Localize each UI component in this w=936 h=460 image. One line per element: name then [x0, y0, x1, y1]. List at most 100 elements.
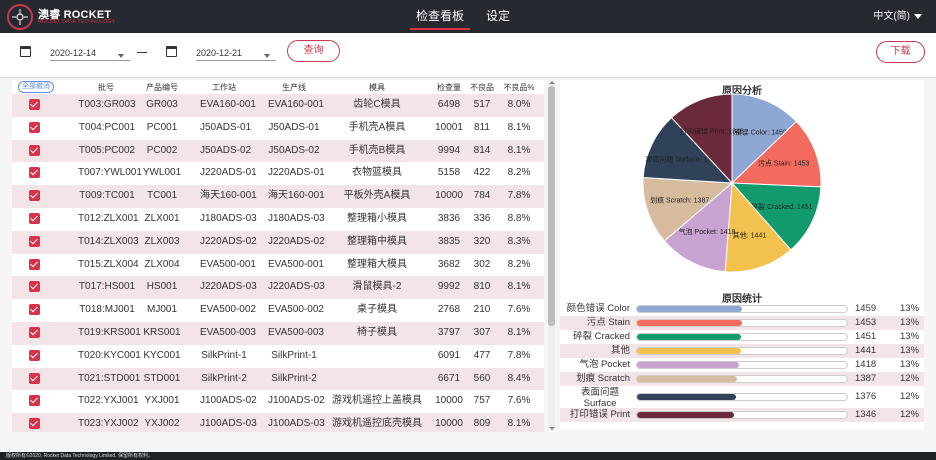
nav-dashboard-tab[interactable]: 检查看板 — [410, 0, 470, 33]
row-checkbox[interactable] — [29, 144, 40, 156]
header-defect-rate[interactable]: 不良品% — [503, 83, 535, 92]
stat-row: 污点 Stain 1453 13% — [560, 316, 924, 330]
table-cell: J180ADS-03 — [200, 212, 257, 224]
table-row[interactable]: T020:KYC001 KYC001 SilkPrint-1 SilkPrint-1 6… — [12, 344, 544, 368]
chevron-down-icon[interactable] — [264, 54, 270, 58]
table-cell: YXJ001 — [144, 395, 180, 407]
header-line[interactable]: 生产线 — [282, 83, 306, 92]
brand-name: 澳睿 ROCKET — [38, 9, 112, 21]
row-checkbox[interactable] — [29, 235, 40, 247]
row-checkbox[interactable] — [29, 349, 40, 361]
stat-bar — [636, 319, 848, 327]
pie-slice[interactable] — [670, 93, 733, 185]
table-row[interactable]: T012:ZLX001 ZLX001 J180ADS-03 J180ADS-03 整理箱… — [12, 207, 544, 231]
pie-slice[interactable] — [724, 181, 792, 273]
row-checkbox[interactable] — [29, 212, 40, 224]
stat-count: 1387 — [855, 373, 877, 384]
nav-settings-tab[interactable]: 设定 — [486, 9, 511, 23]
pie-slice[interactable] — [663, 181, 733, 273]
table-cell: T007:YWL001 — [78, 167, 142, 179]
stat-count: 1453 — [855, 317, 877, 328]
scroll-down-icon[interactable] — [549, 427, 555, 430]
row-checkbox[interactable] — [29, 281, 40, 293]
table-row[interactable]: T014:ZLX003 ZLX003 J220ADS-02 J220ADS-02 整理箱… — [12, 230, 544, 254]
chevron-down-icon[interactable] — [118, 54, 124, 58]
stat-row: 划痕 Scratch 1387 12% — [560, 372, 924, 386]
rocket-logo-icon — [7, 4, 33, 30]
pie-slice-label: 碎裂 Cracked: 1451 — [751, 202, 813, 211]
table-row[interactable]: T004:PC001 PC001 J50ADS-01 J50ADS-01 手机壳A模具 1… — [12, 116, 544, 140]
table-cell: 7.6% — [507, 304, 531, 316]
header-mold[interactable]: 模具 — [369, 83, 385, 92]
row-checkbox[interactable] — [29, 121, 40, 133]
table-cell: SilkPrint-1 — [201, 349, 247, 361]
table-cell: T022:YXJ001 — [78, 395, 139, 407]
table-cell: 海天160-001 — [200, 190, 257, 202]
table-scrollbar[interactable] — [548, 81, 555, 430]
table-row[interactable]: T015:ZLX004 ZLX004 EVA500-001 EVA500-001 整理箱… — [12, 253, 544, 277]
table-row[interactable]: T021:STD001 STD001 SilkPrint-2 SilkPrint-2 6… — [12, 367, 544, 391]
header-batch[interactable]: 批号 — [98, 83, 114, 92]
cause-stats-list: 颜色错误 Color 1459 13% 污点 Stain 1453 13% 碎裂 Crack… — [560, 302, 924, 422]
start-date-input[interactable]: 2020-12-14 — [50, 45, 130, 61]
pie-slice[interactable] — [730, 182, 822, 251]
table-cell: 8.1% — [507, 418, 531, 430]
pie-slice[interactable] — [731, 93, 798, 185]
pie-slice-label: 打印错误 Print: 1346 — [680, 127, 744, 136]
end-calendar-icon[interactable] — [166, 46, 177, 57]
table-row[interactable]: T005:PC002 PC002 J50ADS-02 J50ADS-02 手机壳B模具 9… — [12, 139, 544, 163]
table-cell: J220ADS-03 — [200, 281, 257, 293]
table-cell: 8.1% — [507, 121, 531, 133]
header-checked[interactable]: 检查量 — [437, 83, 461, 92]
row-checkbox[interactable] — [29, 99, 40, 110]
chevron-down-icon[interactable] — [914, 14, 922, 19]
table-cell: 3682 — [437, 258, 461, 270]
row-checkbox[interactable] — [29, 304, 40, 316]
table-cell: 海天160-001 — [268, 190, 325, 202]
table-row[interactable]: T003:GR003 GR003 EVA160-001 EVA160-001 齿轮C模具… — [12, 94, 544, 117]
table-cell: 3836 — [437, 212, 461, 224]
stat-label: 气泡 Pocket — [579, 359, 630, 370]
select-all-toggle[interactable]: 全部撤消 — [18, 81, 54, 93]
row-checkbox[interactable] — [29, 372, 40, 384]
language-select[interactable]: 中文(简) — [873, 11, 910, 22]
scroll-thumb[interactable] — [548, 86, 555, 326]
table-row[interactable]: T017:HS001 HS001 J220ADS-03 J220ADS-03 滑鼠模具-… — [12, 276, 544, 300]
cause-pie-chart: 颜色错误 Color: 1459 污点 Stain: 1453 碎裂 Cracked… — [642, 93, 822, 273]
row-checkbox[interactable] — [29, 258, 40, 270]
download-button[interactable]: 下载 — [876, 41, 925, 63]
row-checkbox[interactable] — [29, 418, 40, 430]
pie-slice[interactable] — [642, 116, 734, 184]
end-date-input[interactable]: 2020-12-21 — [196, 45, 276, 61]
row-checkbox[interactable] — [29, 190, 40, 202]
table-row[interactable]: T009:TC001 TC001 海天160-001 海天160-001 平板外壳A模具… — [12, 185, 544, 208]
query-button[interactable]: 查询 — [287, 40, 340, 62]
table-cell: 衣物篮模具 — [352, 167, 402, 179]
stat-percent: 13% — [900, 345, 920, 356]
scroll-up-icon[interactable] — [549, 81, 555, 84]
table-row[interactable]: T019:KRS001 KRS001 EVA500-003 EVA500-003 椅子模… — [12, 321, 544, 345]
table-cell: 平板外壳A模具 — [343, 190, 411, 202]
row-checkbox[interactable] — [29, 395, 40, 407]
pie-slice[interactable] — [730, 120, 822, 188]
table-cell: 3835 — [437, 235, 461, 247]
table-cell: J180ADS-03 — [268, 212, 325, 224]
stat-row: 颜色错误 Color 1459 13% — [560, 302, 924, 316]
row-checkbox[interactable] — [29, 167, 40, 179]
row-checkbox[interactable] — [29, 326, 40, 338]
header-product-id[interactable]: 产品编号 — [146, 83, 178, 92]
pie-slice[interactable] — [642, 177, 734, 242]
table-cell: J220ADS-02 — [200, 235, 257, 247]
table-cell: 7.6% — [507, 395, 531, 407]
header-defects[interactable]: 不良品 — [470, 83, 494, 92]
table-row[interactable]: T018:MJ001 MJ001 EVA500-002 EVA500-002 桌子模具 2… — [12, 299, 544, 322]
table-row[interactable]: T007:YWL001 YWL001 J220ADS-01 J220ADS-01 衣物篮… — [12, 162, 544, 186]
table-row[interactable]: T022:YXJ001 YXJ001 J100ADS-02 J100ADS-02 游戏机… — [12, 390, 544, 414]
start-calendar-icon[interactable] — [20, 46, 31, 57]
header-station[interactable]: 工作站 — [212, 83, 236, 92]
table-cell: 477 — [473, 349, 491, 361]
stat-row: 打印错误 Print 1346 12% — [560, 408, 924, 422]
table-row[interactable]: T023:YXJ002 YXJ002 J100ADS-03 J100ADS-03 游戏机… — [12, 413, 544, 432]
table-cell: 7.8% — [507, 349, 531, 361]
stat-percent: 13% — [900, 303, 920, 314]
